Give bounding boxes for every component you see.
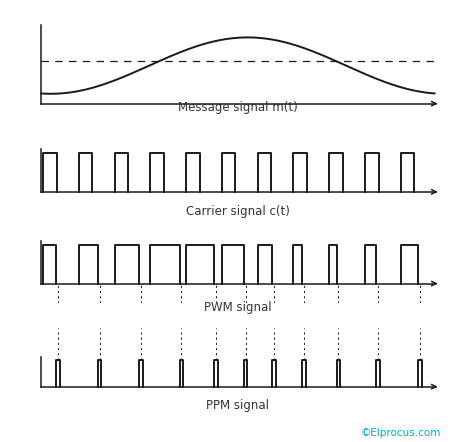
Text: Message signal m(t): Message signal m(t)	[178, 101, 298, 114]
Text: PWM signal: PWM signal	[204, 301, 272, 314]
Text: Carrier signal c(t): Carrier signal c(t)	[186, 205, 290, 218]
Text: PPM signal: PPM signal	[206, 399, 269, 412]
Text: ©Elprocus.com: ©Elprocus.com	[360, 427, 441, 438]
